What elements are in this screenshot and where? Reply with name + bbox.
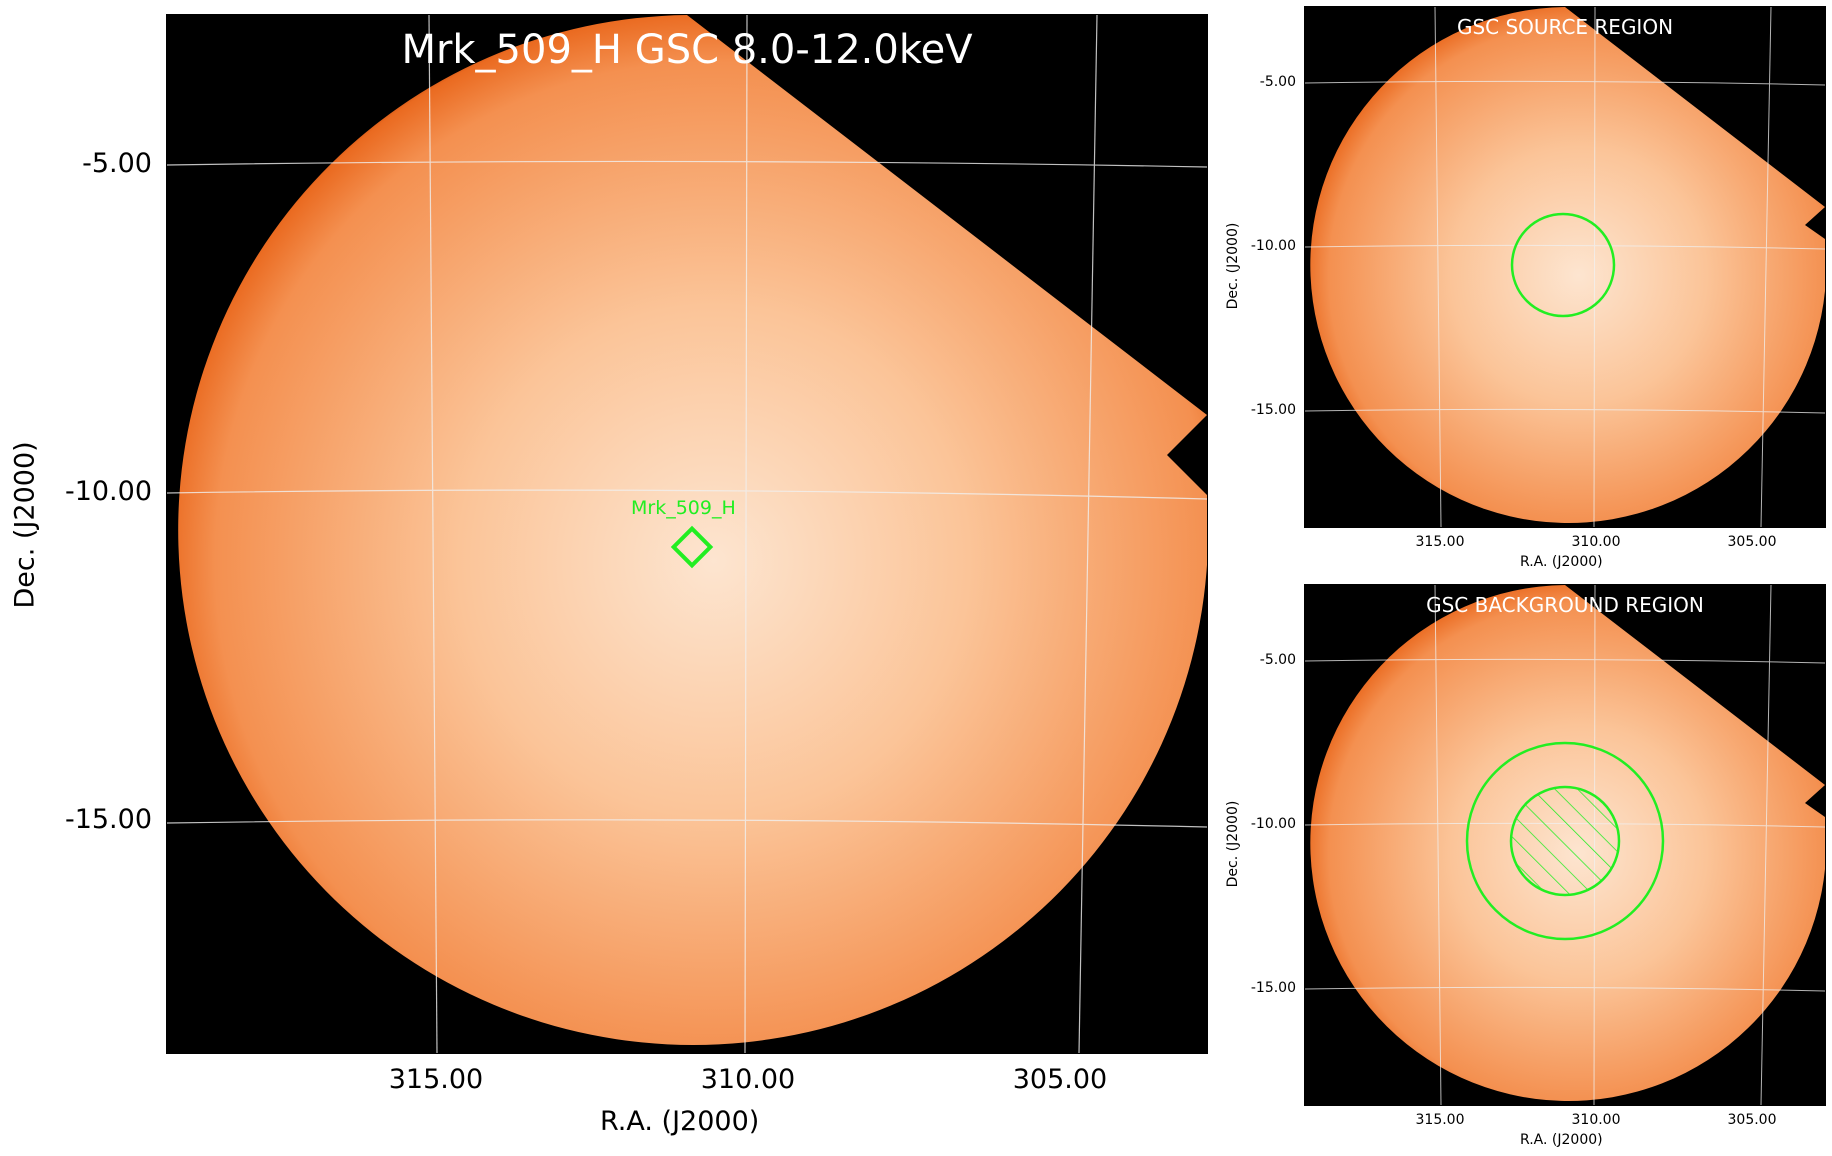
source-region-circle — [1510, 212, 1616, 318]
source-xtick: 310.00 — [1571, 534, 1621, 550]
source-region-panel[interactable]: GSC SOURCE REGION — [1304, 6, 1826, 528]
main-xtick: 310.00 — [700, 1064, 796, 1095]
main-xtick: 305.00 — [1012, 1064, 1108, 1095]
background-excluded-circle — [1509, 785, 1621, 897]
source-ytick: -10.00 — [1250, 238, 1296, 254]
source-image — [1305, 7, 1825, 527]
main-xtick: 315.00 — [388, 1064, 484, 1095]
background-ylabel: Dec. (J2000) — [1225, 800, 1241, 888]
source-label: Mrk_509_H — [631, 497, 736, 519]
background-region-panel[interactable]: GSC BACKGROUND REGION — [1304, 584, 1826, 1106]
main-ytick: -5.00 — [82, 148, 152, 179]
background-xtick: 315.00 — [1415, 1112, 1465, 1128]
coordinate-grid — [167, 15, 1207, 1053]
main-ytick: -10.00 — [64, 476, 152, 507]
source-panel-title: GSC SOURCE REGION — [1456, 15, 1674, 39]
background-ytick: -5.00 — [1259, 652, 1296, 668]
background-xlabel: R.A. (J2000) — [1520, 1132, 1603, 1148]
source-ylabel: Dec. (J2000) — [1225, 222, 1241, 310]
background-panel-title: GSC BACKGROUND REGION — [1426, 593, 1704, 617]
main-xlabel: R.A. (J2000) — [600, 1106, 760, 1137]
main-image-panel[interactable]: Mrk_509_H GSC 8.0-12.0keV Mrk_509_H — [166, 14, 1208, 1054]
main-image — [167, 15, 1207, 1053]
background-ytick: -15.00 — [1250, 980, 1296, 996]
background-image — [1305, 585, 1825, 1105]
source-ytick: -5.00 — [1259, 74, 1296, 90]
main-ylabel: Dec. (J2000) — [9, 441, 41, 609]
source-xlabel: R.A. (J2000) — [1520, 554, 1603, 570]
main-title: Mrk_509_H GSC 8.0-12.0keV — [401, 27, 973, 73]
source-ytick: -15.00 — [1250, 402, 1296, 418]
background-xtick: 310.00 — [1571, 1112, 1621, 1128]
background-xtick: 305.00 — [1727, 1112, 1777, 1128]
main-ytick: -15.00 — [64, 804, 152, 835]
source-xtick: 305.00 — [1727, 534, 1777, 550]
background-ytick: -10.00 — [1250, 816, 1296, 832]
source-xtick: 315.00 — [1415, 534, 1465, 550]
background-outer-circle — [1465, 741, 1665, 941]
